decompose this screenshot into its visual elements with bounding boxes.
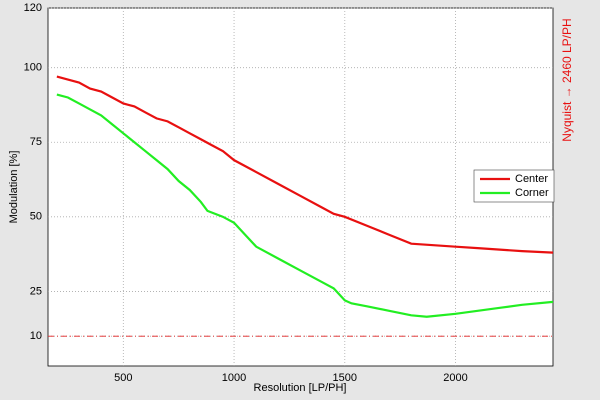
y-tick-label: 100 [24,62,42,74]
x-tick-label: 500 [114,372,132,384]
x-axis-label: Resolution [LP/PH] [254,382,347,394]
annotation: Nyquist → 2460 LP/PH [560,18,574,141]
line-series [56,93,554,318]
y-tick-label: 25 [30,285,42,297]
legend-label: Center [515,173,548,185]
y-tick-label: 10 [30,330,42,342]
legend-box [473,169,555,203]
x-tick-label: 1000 [222,372,246,384]
y-tick-label: 120 [24,2,42,14]
y-tick-label: 75 [30,136,42,148]
x-tick-label: 1500 [333,372,357,384]
y-axis-label: Modulation [%] [8,151,20,224]
x-tick-label: 2000 [443,372,467,384]
y-tick-label: 50 [30,211,42,223]
line-series [56,75,554,254]
legend-label: Corner [515,187,549,199]
